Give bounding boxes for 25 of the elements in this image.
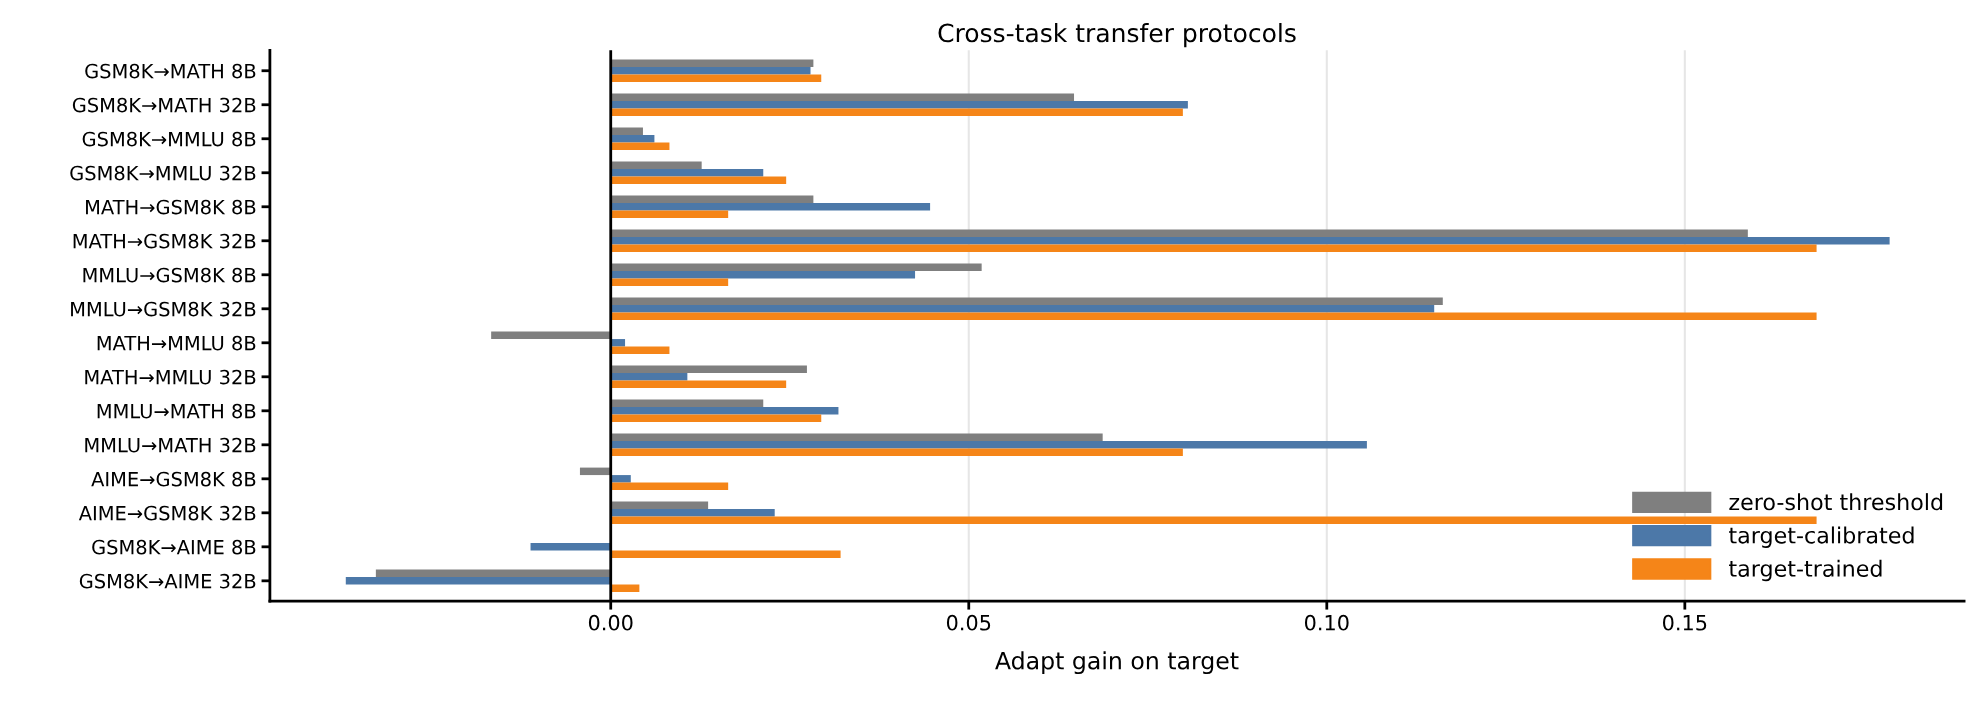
y-tick-label: GSM8K→AIME 8B xyxy=(92,539,256,555)
x-tick-label: 0.10 xyxy=(1304,614,1349,631)
y-tick-label: MATH→GSM8K 8B xyxy=(86,199,256,215)
x-tick-label: 0.00 xyxy=(588,614,633,631)
x-tick-label: 0.15 xyxy=(1663,614,1707,631)
y-tick-label: MMLU→MATH 8B xyxy=(97,403,256,419)
y-tick-label: GSM8K→MATH 8B xyxy=(85,63,256,79)
y-tick-label: GSM8K→MATH 32B xyxy=(72,97,256,113)
x-axis-title: Adapt gain on target xyxy=(995,651,1239,675)
x-tick-label: 0.05 xyxy=(946,614,991,631)
y-tick-label: GSM8K→AIME 32B xyxy=(79,573,256,589)
y-tick-label: AIME→GSM8K 32B xyxy=(78,505,256,521)
legend-label: target-trained xyxy=(1729,559,1882,582)
y-tick-label: MATH→MMLU 8B xyxy=(97,335,256,351)
y-tick-label: MMLU→GSM8K 32B xyxy=(71,301,256,317)
y-tick-label: MATH→GSM8K 32B xyxy=(73,233,256,249)
y-tick-label: AIME→GSM8K 8B xyxy=(91,471,256,487)
y-tick-label: MATH→MMLU 32B xyxy=(85,369,256,385)
chart-title: Cross-task transfer protocols xyxy=(938,23,1296,48)
y-tick-label: GSM8K→MMLU 8B xyxy=(82,131,256,147)
legend-label: zero-shot threshold xyxy=(1729,493,1943,511)
y-tick-label: MMLU→MATH 32B xyxy=(85,437,256,453)
y-tick-label: GSM8K→MMLU 32B xyxy=(70,165,256,181)
y-tick-label: MMLU→GSM8K 8B xyxy=(83,267,256,283)
legend-label: target-calibrated xyxy=(1729,526,1914,548)
